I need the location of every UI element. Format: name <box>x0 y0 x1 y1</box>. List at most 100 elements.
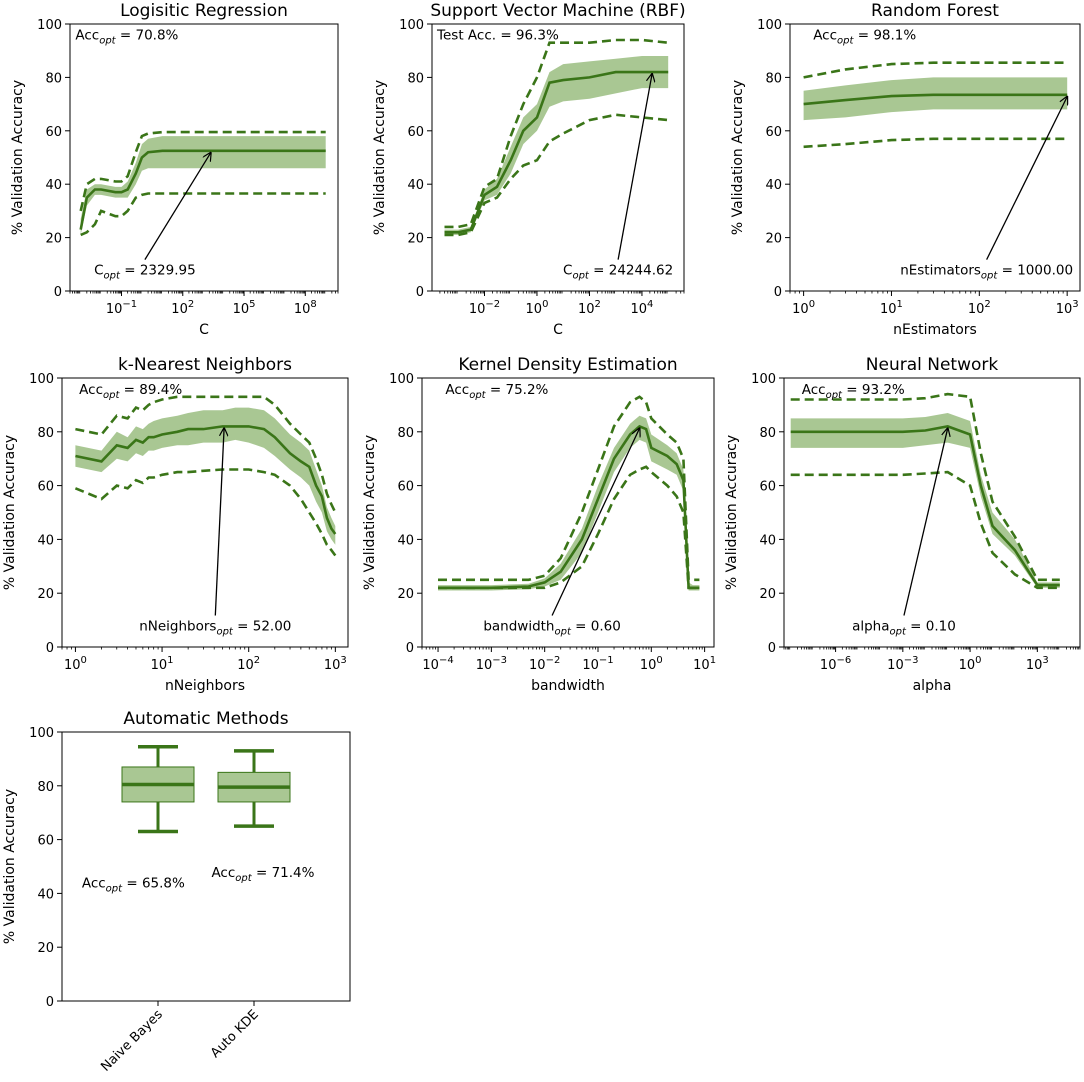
y-axis-label: % Validation Accuracy <box>10 80 26 235</box>
lower-dashed-line <box>803 137 1068 149</box>
mean-line <box>790 425 1060 587</box>
panel-title: Automatic Methods <box>123 709 288 729</box>
y-axis-label: % Validation Accuracy <box>2 789 18 944</box>
upper-dashed-line <box>790 392 1060 582</box>
optimum-arrow <box>617 74 652 260</box>
y-tick-label: 20 <box>407 232 424 247</box>
panel-k-nearest-neighbors: k-Nearest Neighbors 0 20 40 60 80 100 % Validat… <box>2 355 349 694</box>
panel-logistic-regression: Logisitic Regression 0 20 40 60 80 100 % Valida… <box>10 1 339 338</box>
y-axis-label: % Validation Accuracy <box>730 80 746 235</box>
optimum-arrow <box>551 428 639 616</box>
annotation-opt: nEstimatorsopt = 1000.00 <box>900 263 1073 282</box>
mean-line <box>444 70 669 234</box>
y-tick-label: 40 <box>45 178 62 193</box>
optimum-arrow <box>144 153 211 260</box>
y-tick-label: 0 <box>46 995 54 1010</box>
y-tick-label: 60 <box>759 480 776 495</box>
plot-area <box>790 392 1060 590</box>
panel-neural-network: Neural Network 0 20 40 60 80 100 % Validation A… <box>724 355 1081 694</box>
panel-automatic-methods: Automatic Methods 0 20 40 60 80 100 % Validatio… <box>2 709 351 1075</box>
upper-dashed-line <box>803 61 1068 79</box>
std-band <box>803 77 1068 121</box>
panel-kernel-density-estimation: Kernel Density Estimation 0 20 40 60 80 100 % V… <box>362 355 716 694</box>
y-tick-label: 20 <box>397 587 414 602</box>
y-tick-label: 40 <box>765 178 782 193</box>
x-tick-label: 102 <box>578 299 601 317</box>
y-tick-label: 80 <box>37 780 54 795</box>
x-axis-label: nEstimators <box>893 322 977 338</box>
mean-line <box>75 425 337 535</box>
x-tick-label: 102 <box>237 655 260 673</box>
annotation-acc: Accopt = 75.2% <box>445 382 548 401</box>
y-tick-label: 0 <box>416 285 424 300</box>
x-tick-label: 10−2 <box>529 655 560 673</box>
y-tick-label: 60 <box>407 125 424 140</box>
y-tick-label: 80 <box>45 71 62 86</box>
panel-title: Neural Network <box>866 355 999 375</box>
y-tick-label: 40 <box>37 533 54 548</box>
upper-dashed-line <box>444 38 669 229</box>
x-tick-label: 103 <box>1026 655 1049 673</box>
y-tick-label: 20 <box>37 941 54 956</box>
y-axis-label: % Validation Accuracy <box>2 435 18 590</box>
plot-frame <box>421 377 715 648</box>
plot-area <box>444 38 669 237</box>
x-tick-label: 10−6 <box>820 655 851 673</box>
x-tick-label: 10−3 <box>887 655 918 673</box>
x-tick-label: 100 <box>792 299 815 317</box>
annotation-acc: Accopt = 89.4% <box>79 382 182 401</box>
annotation-acc_kde: Accopt = 71.4% <box>211 865 314 884</box>
box-naive-bayes <box>121 745 195 834</box>
annotation-opt: Copt = 2329.95 <box>94 263 196 282</box>
x-tick-label: 108 <box>294 299 317 317</box>
panel-support-vector-machine: Support Vector Machine (RBF) 0 20 40 60 80 100… <box>372 1 686 338</box>
y-tick-label: 100 <box>29 372 54 387</box>
y-tick-label: 100 <box>751 372 776 387</box>
y-tick-label: 60 <box>765 125 782 140</box>
y-tick-label: 0 <box>768 641 776 656</box>
annotation-opt: nNeighborsopt = 52.00 <box>139 618 291 637</box>
y-tick-label: 100 <box>29 726 54 741</box>
x-tick-label: 101 <box>151 655 174 673</box>
x-tick-label: 10−4 <box>422 655 453 673</box>
lower-dashed-line <box>790 470 1060 590</box>
y-tick-label: 100 <box>37 18 62 33</box>
y-tick-label: 60 <box>37 480 54 495</box>
y-tick-label: 0 <box>406 641 414 656</box>
annotation-acc: Accopt = 93.2% <box>802 382 905 401</box>
y-tick-label: 0 <box>774 285 782 300</box>
std-band <box>438 415 700 591</box>
plot-frame <box>61 377 349 648</box>
annotation-opt: alphaopt = 0.10 <box>852 618 956 637</box>
x-tick-label: 102 <box>968 299 991 317</box>
panel-title: k-Nearest Neighbors <box>118 355 292 375</box>
x-tick-label: 10−1 <box>582 655 613 673</box>
y-tick-label: 80 <box>759 426 776 441</box>
panel-title: Random Forest <box>871 1 999 21</box>
y-tick-label: 20 <box>765 232 782 247</box>
x-tick-label: 103 <box>1056 299 1079 317</box>
y-tick-label: 40 <box>37 887 54 902</box>
x-tick-label: 103 <box>324 655 347 673</box>
x-tick-label: 10−2 <box>469 299 500 317</box>
x-axis-label: C <box>199 322 209 338</box>
y-tick-label: 20 <box>37 587 54 602</box>
y-tick-label: 40 <box>397 533 414 548</box>
y-tick-label: 20 <box>45 232 62 247</box>
x-tick-label: 105 <box>233 299 256 317</box>
lower-dashed-line <box>438 465 700 590</box>
y-tick-label: 60 <box>37 834 54 849</box>
y-tick-label: 100 <box>399 18 424 33</box>
x-tick-label: 100 <box>959 655 982 673</box>
panel-title: Logisitic Regression <box>120 1 288 21</box>
std-band <box>444 56 669 235</box>
plot-area <box>79 130 326 237</box>
mean-line <box>803 93 1068 106</box>
y-tick-label: 0 <box>54 285 62 300</box>
annotation-opt: Copt = 24244.62 <box>563 263 673 282</box>
x-axis-label: bandwidth <box>531 678 605 694</box>
y-tick-label: 60 <box>397 480 414 495</box>
x-tick-label: 102 <box>171 299 194 317</box>
annotation-opt: bandwidthopt = 0.60 <box>483 618 621 637</box>
